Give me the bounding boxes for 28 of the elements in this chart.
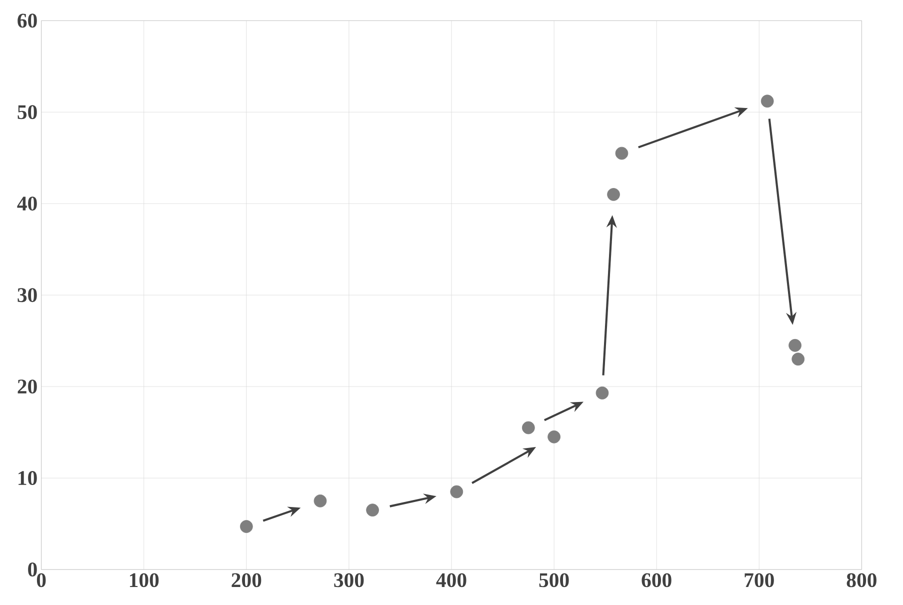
point <box>607 188 620 201</box>
x-tick-label: 400 <box>436 573 466 588</box>
point <box>314 494 327 508</box>
y-tick-label: 30 <box>18 288 37 302</box>
y-tick-label: 20 <box>18 380 37 394</box>
x-tick-label: 600 <box>642 573 672 588</box>
x-tick-label: 300 <box>334 573 364 588</box>
point <box>450 485 464 498</box>
point <box>240 520 253 533</box>
x-tick-label: 0 <box>36 573 46 588</box>
point <box>760 94 774 108</box>
point <box>615 146 628 160</box>
y-tick-label: 0 <box>28 562 37 577</box>
x-tick-label: 200 <box>232 573 262 588</box>
point <box>788 339 802 352</box>
y-tick-label: 10 <box>18 471 37 486</box>
y-tick-label: 40 <box>17 196 37 211</box>
point <box>792 352 805 366</box>
point <box>366 504 379 517</box>
y-tick-label: 60 <box>18 14 37 28</box>
x-tick-label: 100 <box>130 573 159 588</box>
x-tick-label: 800 <box>846 573 876 588</box>
x-tick-label: 700 <box>744 573 774 588</box>
point <box>548 430 560 444</box>
x-tick-label: 500 <box>539 573 569 588</box>
point <box>522 421 535 434</box>
point <box>596 386 609 400</box>
y-tick-label: 50 <box>18 105 37 120</box>
